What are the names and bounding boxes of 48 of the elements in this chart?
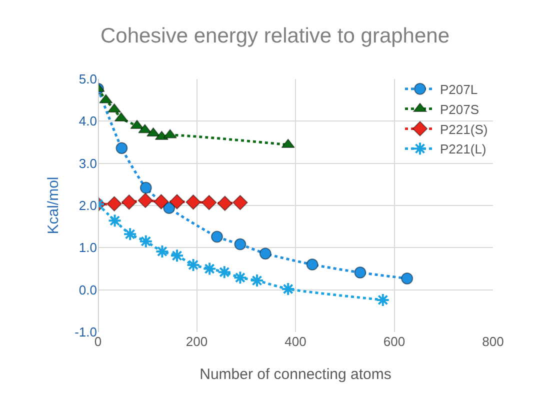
point xyxy=(169,194,185,210)
point xyxy=(130,120,144,130)
point xyxy=(281,138,295,148)
point xyxy=(106,196,122,212)
point xyxy=(108,214,122,228)
point xyxy=(123,227,138,242)
point xyxy=(354,266,366,279)
point xyxy=(155,244,170,258)
point xyxy=(259,248,272,260)
point xyxy=(138,234,153,248)
point xyxy=(138,192,154,208)
legend-label: P221(L) xyxy=(440,142,486,157)
x-tick-label: 400 xyxy=(284,334,306,349)
y-tick-label: 5.0 xyxy=(78,72,97,87)
legend-label: P221(S) xyxy=(440,122,488,137)
point xyxy=(401,272,414,284)
point xyxy=(186,194,201,210)
x-tick-label: 800 xyxy=(482,334,504,349)
y-tick-label: 3.0 xyxy=(78,156,97,171)
chart-title: Cohesive energy relative to graphene xyxy=(100,24,450,48)
legend-label: P207S xyxy=(440,102,480,117)
point xyxy=(202,262,217,276)
point xyxy=(233,270,248,285)
point xyxy=(116,142,128,154)
point xyxy=(170,248,184,263)
point xyxy=(234,238,246,250)
legend-label: P207L xyxy=(440,82,478,97)
point xyxy=(140,182,152,194)
point xyxy=(154,194,169,210)
x-tick-label: 200 xyxy=(186,334,208,349)
point xyxy=(217,265,232,280)
point xyxy=(121,194,137,210)
x-axis-title: Number of connecting atoms xyxy=(200,366,392,383)
y-tick-label: 0.0 xyxy=(78,282,97,298)
x-tick-label: 600 xyxy=(383,334,406,349)
point xyxy=(250,274,264,288)
y-tick-label: 2.0 xyxy=(78,198,97,214)
y-tick-label: 4.0 xyxy=(78,114,97,129)
point xyxy=(186,258,200,272)
y-axis-title: Kcal/mol xyxy=(44,176,62,234)
point xyxy=(217,196,233,212)
point xyxy=(201,194,217,210)
point xyxy=(210,230,223,243)
point xyxy=(306,258,318,271)
point xyxy=(376,292,390,307)
point xyxy=(281,282,296,296)
y-tick-label: 1.0 xyxy=(78,240,97,256)
point xyxy=(232,194,248,210)
